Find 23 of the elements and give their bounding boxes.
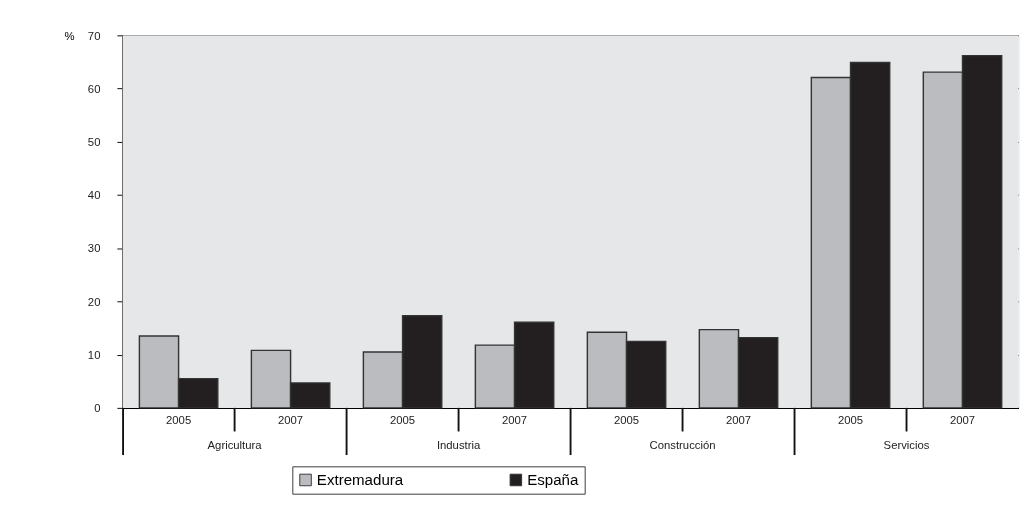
legend-label: Extremadura [316,470,404,488]
text: Agricultura [207,439,263,452]
y-tick-label: 20 [87,295,101,308]
y-axis-title: % [64,29,75,42]
text: Industria [436,439,481,452]
x-tick-label: 2007 [501,414,528,427]
y-tick-label: 10 [87,348,101,361]
y-tick-label: 0 [94,402,101,415]
text: Construcción [649,439,716,452]
x-tick-label: 2005 [390,414,416,427]
y-tick-label: 70 [87,29,101,42]
x-tick-label: 2007 [278,414,304,427]
y-tick-label: 50 [87,136,101,149]
y-tick-label: 40 [87,189,101,202]
y-tick-label: 60 [87,82,101,95]
x-tick-label: 2007 [949,414,976,427]
x-tick-label: 2005 [613,414,640,427]
x-tick-label: 2005 [837,414,864,427]
x-tick-label: 2005 [166,414,192,427]
y-tick-label: 30 [87,242,101,255]
legend-label: España [527,470,579,488]
x-tick-label: 2007 [725,414,752,427]
text: Servicios [883,439,930,452]
